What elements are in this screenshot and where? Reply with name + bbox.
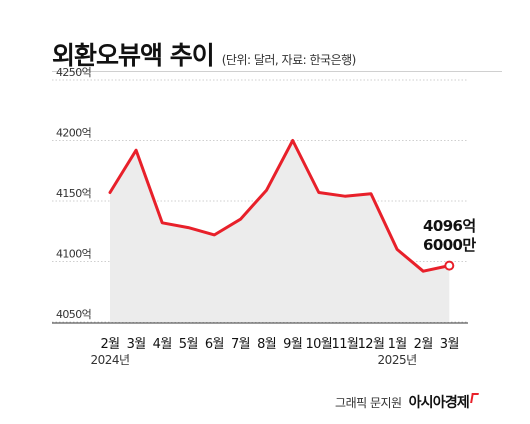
year-labels: 2024년 2025년 xyxy=(90,353,417,367)
x-tick-label: 8월 xyxy=(257,337,276,352)
y-tick-label: 4250억 xyxy=(56,66,91,79)
footer: 그래픽 문지원 아시아경제 xyxy=(335,392,479,412)
x-tick-label: 12월 xyxy=(358,337,385,352)
y-tick-label: 4100억 xyxy=(56,248,91,261)
callout-value-line1: 4096억 xyxy=(423,217,476,235)
chart-header: 외환오뷰액 추이 (단위: 달러, 자료: 한국은행) xyxy=(52,36,356,72)
x-tick-label: 11월 xyxy=(332,337,359,352)
x-tick-label: 3월 xyxy=(127,337,146,352)
x-tick-label: 1월 xyxy=(388,337,407,352)
x-tick-label: 2월 xyxy=(414,337,433,352)
year-label: 2024년 xyxy=(90,353,129,367)
brand-mark-icon xyxy=(470,393,479,403)
series-line xyxy=(108,139,451,273)
x-tick-label: 5월 xyxy=(179,337,198,352)
y-tick-label: 4050억 xyxy=(56,308,91,321)
last-point-marker xyxy=(444,260,455,271)
credit-text: 그래픽 문지원 xyxy=(335,395,402,410)
y-tick-label: 4150억 xyxy=(56,187,91,200)
x-tick-label: 6월 xyxy=(205,337,224,352)
x-tick-label: 10월 xyxy=(305,337,332,352)
x-tick-label: 4월 xyxy=(153,337,172,352)
x-tick-label: 3월 xyxy=(440,337,459,352)
x-axis-ticks: 2월 3월 4월 5월 6월 7월 8월 9월 10월 11월 12월 1월 2월 3월 xyxy=(100,337,459,352)
year-label: 2025년 xyxy=(378,353,417,367)
chart-subtitle: (단위: 달러, 자료: 한국은행) xyxy=(221,53,357,67)
title-divider xyxy=(52,71,502,72)
callout-value-line2: 6000만 xyxy=(423,236,476,254)
x-tick-label: 7월 xyxy=(231,337,250,352)
area-fill xyxy=(110,140,450,322)
x-tick-label: 2월 xyxy=(100,337,119,352)
x-tick-label: 9월 xyxy=(283,337,302,352)
y-axis-ticks: 4050억 4100억 4150억 4200억 4250억 xyxy=(56,66,92,321)
brand-logo-text: 아시아경제 xyxy=(408,395,470,411)
y-tick-label: 4200억 xyxy=(56,127,91,140)
chart-title: 외환오뷰액 추이 xyxy=(52,41,215,70)
